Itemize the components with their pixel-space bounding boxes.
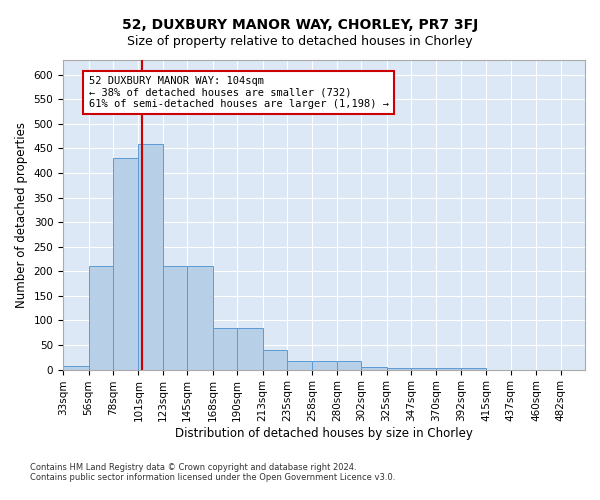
Text: Contains HM Land Registry data © Crown copyright and database right 2024.: Contains HM Land Registry data © Crown c…: [30, 464, 356, 472]
Bar: [263, 350, 287, 370]
Bar: [89, 266, 113, 370]
Bar: [237, 328, 263, 370]
Bar: [337, 361, 361, 370]
X-axis label: Distribution of detached houses by size in Chorley: Distribution of detached houses by size …: [175, 427, 473, 440]
Y-axis label: Number of detached properties: Number of detached properties: [15, 122, 28, 308]
Text: Contains public sector information licensed under the Open Government Licence v3: Contains public sector information licen…: [30, 474, 395, 482]
Text: Size of property relative to detached houses in Chorley: Size of property relative to detached ho…: [127, 35, 473, 48]
Text: 52, DUXBURY MANOR WAY, CHORLEY, PR7 3FJ: 52, DUXBURY MANOR WAY, CHORLEY, PR7 3FJ: [122, 18, 478, 32]
Bar: [163, 266, 187, 370]
Bar: [461, 368, 487, 370]
Bar: [287, 361, 313, 370]
Bar: [411, 368, 436, 370]
Bar: [313, 361, 337, 370]
Text: 52 DUXBURY MANOR WAY: 104sqm
← 38% of detached houses are smaller (732)
61% of s: 52 DUXBURY MANOR WAY: 104sqm ← 38% of de…: [89, 76, 389, 109]
Bar: [139, 144, 163, 370]
Bar: [386, 368, 411, 370]
Bar: [361, 367, 386, 370]
Bar: [187, 266, 212, 370]
Bar: [212, 328, 237, 370]
Bar: [113, 158, 139, 370]
Bar: [63, 366, 89, 370]
Bar: [436, 368, 461, 370]
